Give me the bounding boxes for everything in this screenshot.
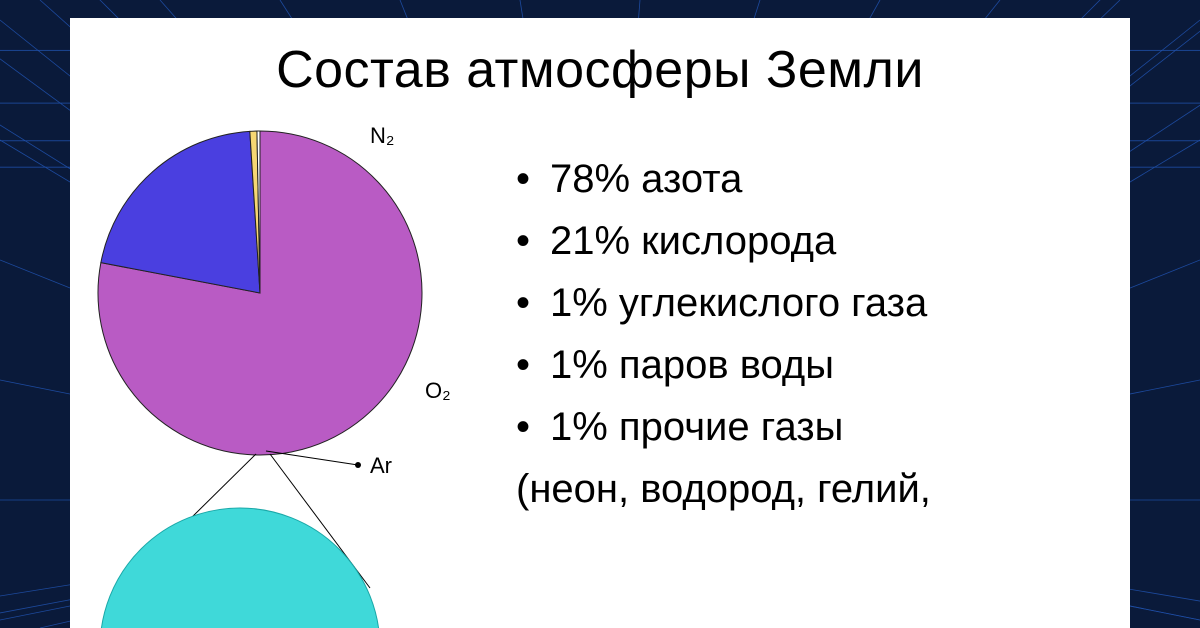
pie-label-N2: N₂ (370, 123, 394, 149)
bullet-tail: (неон, водород, гелий, (516, 458, 1110, 520)
bullet-item-4: 1% прочие газы (510, 396, 1110, 458)
leader-dot-ar (355, 462, 361, 468)
pie-label-Ar: Ar (370, 453, 392, 479)
bullet-item-1: 21% кислорода (510, 210, 1110, 272)
bullet-item-3: 1% паров воды (510, 334, 1110, 396)
slide-card: Состав атмосферы Земли N₂ O₂ Ar 78% азота2… (70, 18, 1130, 628)
bullet-item-0: 78% азота (510, 148, 1110, 210)
bullet-item-2: 1% углекислого газа (510, 272, 1110, 334)
pie-label-O2: O₂ (425, 378, 451, 404)
pie-svg (70, 118, 510, 628)
bullet-list: 78% азота21% кислорода1% углекислого газ… (510, 148, 1110, 520)
pie-chart: N₂ O₂ Ar (70, 118, 510, 628)
slide-title: Состав атмосферы Земли (70, 40, 1130, 100)
secondary-pie (100, 508, 380, 628)
leader-line-ar (266, 451, 358, 465)
